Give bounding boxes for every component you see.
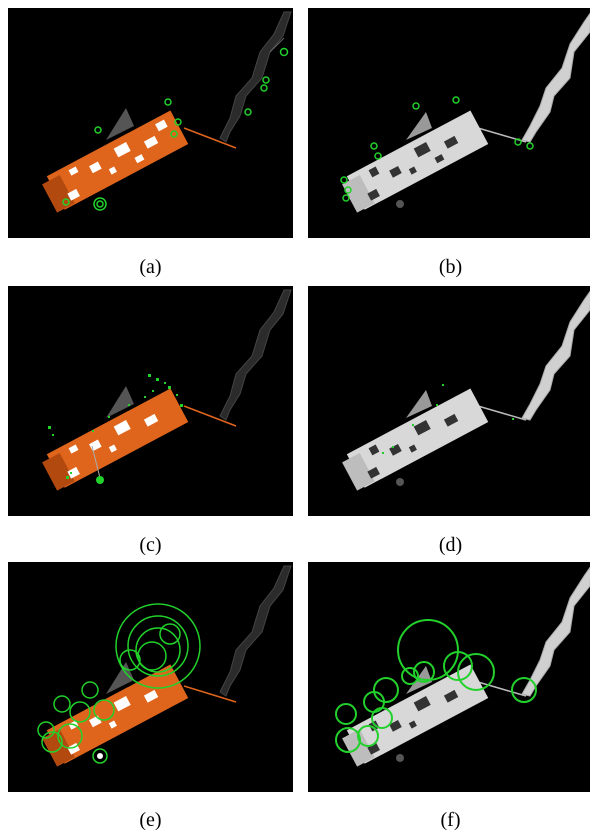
figure-panel-c <box>8 286 293 516</box>
feature-points <box>382 384 514 454</box>
panel-f-image <box>335 566 590 767</box>
robotic-arm <box>521 12 590 143</box>
panel-e-label: (e) <box>139 809 162 830</box>
feature-circles <box>62 47 289 211</box>
robotic-arm <box>219 289 292 421</box>
panel-d-label: (d) <box>438 534 463 556</box>
feature-circles <box>335 619 537 753</box>
module-body <box>42 664 189 767</box>
panel-b-image <box>340 12 590 213</box>
robotic-arm <box>219 11 292 143</box>
panel-c-image <box>42 289 292 491</box>
panel-a-image <box>42 11 292 213</box>
tether-line <box>183 685 237 703</box>
figure-panel-f <box>308 562 590 792</box>
tether-line <box>477 405 527 421</box>
panel-f-label: (f) <box>440 809 461 830</box>
module-body <box>342 110 489 213</box>
tether-line <box>477 681 527 697</box>
figure-panel-e <box>8 562 293 792</box>
figure-panel-a <box>8 8 293 238</box>
solar-fin <box>106 386 134 418</box>
panel-d-image <box>342 290 590 491</box>
hanging-sphere <box>396 754 404 762</box>
hanging-sphere <box>396 200 404 208</box>
robotic-arm <box>219 565 292 697</box>
robotic-arm <box>521 290 590 421</box>
hanging-sphere <box>396 478 404 486</box>
solar-fin <box>406 390 432 418</box>
solar-fin <box>406 112 432 140</box>
figure-panel-b <box>308 8 590 238</box>
module-body <box>342 388 489 491</box>
tether-line-2 <box>91 445 101 479</box>
feature-circles <box>340 96 534 202</box>
figure-panel-d <box>308 286 590 516</box>
robotic-arm <box>521 566 590 697</box>
panel-b-label: (b) <box>438 256 463 278</box>
feature-circles <box>37 603 201 764</box>
solar-fin <box>106 108 134 140</box>
arm-edge <box>269 37 285 53</box>
module-body <box>42 110 189 213</box>
panel-a-label: (a) <box>139 256 162 278</box>
hanging-sphere <box>96 476 104 484</box>
panel-c-label: (c) <box>139 534 162 556</box>
module-body <box>42 388 189 491</box>
tether-line <box>183 405 237 427</box>
module-body <box>342 664 489 767</box>
tether-line <box>183 127 237 149</box>
hanging-sphere <box>97 753 103 759</box>
feature-points <box>48 374 183 479</box>
panel-e-image <box>37 565 292 767</box>
